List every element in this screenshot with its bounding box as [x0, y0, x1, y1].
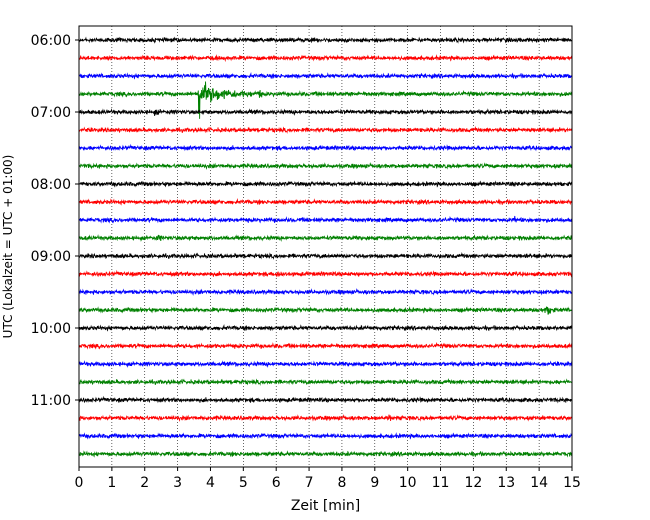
seismic-traces — [78, 36, 573, 458]
y-tick-label: 07:00 — [31, 105, 71, 121]
seismic-trace-3 — [78, 81, 573, 119]
x-tick-label: 4 — [206, 475, 215, 491]
seismic-trace-23 — [78, 450, 573, 458]
y-tick-label: 09:00 — [31, 249, 71, 265]
seismic-trace-20 — [78, 395, 573, 404]
y-tick-label: 10:00 — [31, 321, 71, 337]
y-tick-label: 08:00 — [31, 177, 71, 193]
seismic-trace-17 — [78, 341, 573, 350]
seismic-trace-11 — [78, 234, 573, 242]
y-tick-label: 11:00 — [31, 393, 71, 409]
seismic-trace-15 — [78, 306, 573, 315]
seismic-trace-2 — [78, 72, 573, 80]
x-tick-label: 7 — [305, 475, 314, 491]
seismic-trace-1 — [78, 54, 573, 63]
seismic-trace-22 — [78, 432, 573, 440]
seismic-trace-0 — [78, 36, 573, 44]
seismic-trace-4 — [78, 108, 573, 117]
x-axis-ticks: 0 1 2 3 4 5 6 7 8 9 10 11 12 13 14 15 — [75, 467, 581, 491]
x-tick-label: 10 — [399, 475, 417, 491]
seismic-trace-12 — [78, 252, 573, 260]
y-tick-label: 06:00 — [31, 33, 71, 49]
seismic-trace-6 — [78, 143, 573, 152]
seismic-trace-19 — [78, 378, 573, 386]
x-tick-label: 6 — [272, 475, 281, 491]
seismic-trace-7 — [78, 161, 573, 170]
x-tick-label: 14 — [530, 475, 548, 491]
x-tick-label: 9 — [370, 475, 379, 491]
x-tick-label: 12 — [464, 475, 482, 491]
x-axis-label: Zeit [min] — [291, 498, 360, 514]
seismic-trace-13 — [78, 269, 573, 278]
x-tick-label: 13 — [497, 475, 515, 491]
seismic-trace-10 — [78, 215, 573, 224]
x-tick-label: 5 — [239, 475, 248, 491]
seismic-trace-14 — [78, 287, 573, 296]
y-axis-label: UTC (Lokalzeit = UTC + 01:00) — [1, 155, 15, 339]
x-tick-label: 15 — [563, 475, 581, 491]
seismic-trace-9 — [78, 198, 573, 206]
seismic-trace-16 — [78, 324, 573, 332]
seismic-trace-18 — [78, 360, 573, 368]
x-tick-label: 8 — [337, 475, 346, 491]
seismic-trace-5 — [78, 126, 573, 134]
plot-frame — [78, 25, 573, 468]
x-tick-label: 11 — [432, 475, 450, 491]
x-tick-label: 1 — [107, 475, 116, 491]
y-axis-ticks: 06:00 07:00 08:00 09:00 10:00 11:00 — [31, 33, 79, 409]
x-tick-label: 2 — [140, 475, 149, 491]
x-tick-label: 3 — [173, 475, 182, 491]
seismic-trace-8 — [78, 180, 573, 188]
seismic-trace-21 — [78, 413, 573, 422]
x-tick-label: 0 — [75, 475, 84, 491]
